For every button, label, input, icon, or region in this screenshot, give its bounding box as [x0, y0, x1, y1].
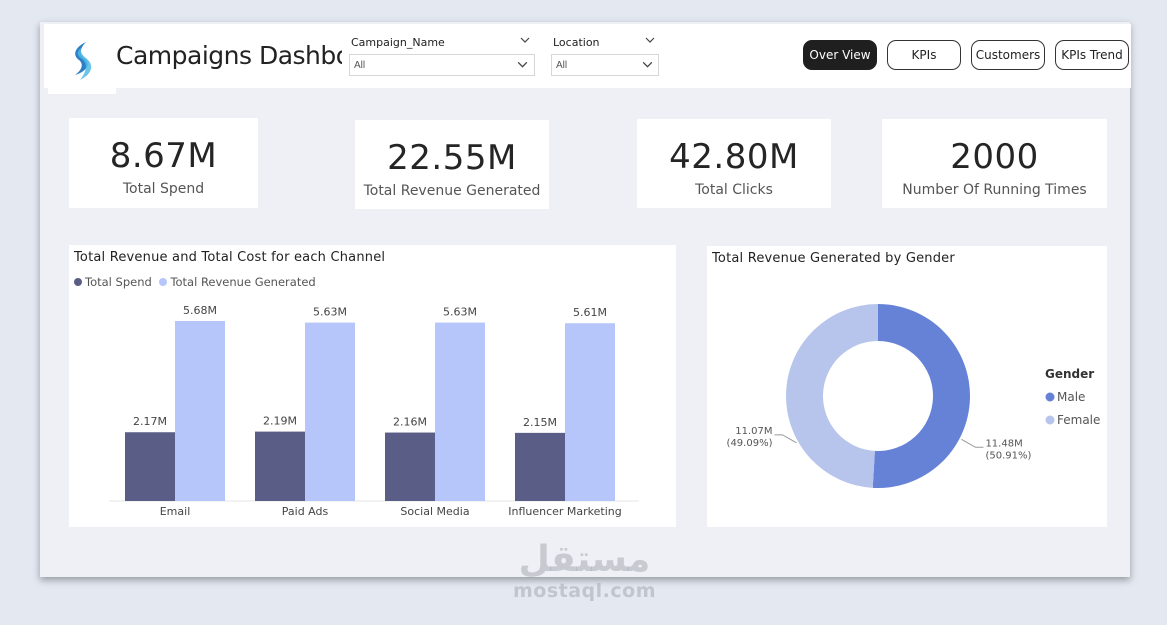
kpi-value: 2000 — [950, 137, 1039, 177]
bar-data-label: 5.61M — [573, 306, 607, 319]
category-label: Email — [160, 505, 191, 518]
watermark: مستقل mostaql.com — [512, 539, 657, 603]
legend-item-male[interactable]: Male — [1057, 390, 1085, 404]
slicer-value: All — [556, 60, 568, 71]
slice-percent-label: (49.09%) — [727, 438, 773, 449]
legend-item-revenue[interactable]: Total Revenue Generated — [159, 275, 316, 289]
bar-data-label: 2.15M — [523, 416, 557, 429]
category-label: Paid Ads — [282, 505, 329, 518]
slicer-label: Campaign_Name — [351, 36, 445, 49]
kpi-card-total-clicks: 42.80M Total Clicks — [637, 119, 831, 208]
bar-revenue[interactable] — [435, 322, 485, 501]
location-slicer[interactable]: Location All — [551, 36, 659, 78]
bar-data-label: 5.63M — [313, 306, 347, 319]
customers-button[interactable]: Customers — [971, 40, 1045, 70]
kpis-button[interactable]: KPIs — [887, 40, 961, 70]
donut-slice-female[interactable] — [785, 304, 878, 488]
legend-label: Total Revenue Generated — [170, 275, 316, 289]
donut-slice-male[interactable] — [872, 304, 970, 488]
donut-chart-panel: Total Revenue Generated by Gender 11.48M… — [707, 246, 1107, 527]
bar-data-label: 2.16M — [393, 416, 427, 429]
kpi-label: Total Revenue Generated — [363, 183, 541, 199]
chevron-down-icon — [642, 61, 653, 68]
bar-revenue[interactable] — [175, 321, 225, 501]
category-label: Influencer Marketing — [508, 505, 622, 518]
legend-dot — [1045, 415, 1055, 425]
legend-item-female[interactable]: Female — [1057, 413, 1100, 427]
dashboard-title: Campaigns Dashboard — [116, 41, 342, 70]
bar-spend[interactable] — [255, 431, 305, 501]
overview-button[interactable]: Over View — [803, 40, 877, 70]
slicer-dropdown[interactable]: All — [551, 54, 659, 76]
slice-value-label: 11.48M — [985, 438, 1022, 449]
watermark-arabic: مستقل — [518, 539, 651, 580]
bar-chart-title: Total Revenue and Total Cost for each Ch… — [74, 250, 386, 265]
kpis-trend-button[interactable]: KPIs Trend — [1055, 40, 1129, 70]
bar-data-label: 5.63M — [443, 306, 477, 319]
slice-value-label: 11.07M — [735, 426, 772, 437]
kpi-label: Total Spend — [122, 181, 205, 197]
bar-data-label: 5.68M — [183, 304, 217, 317]
legend-label: Total Spend — [85, 275, 152, 289]
slicer-value: All — [354, 60, 366, 71]
legend-dot — [159, 278, 168, 286]
kpi-value: 42.80M — [669, 137, 799, 177]
bar-spend[interactable] — [385, 432, 435, 501]
kpi-label: Total Clicks — [695, 182, 773, 198]
slicer-dropdown[interactable]: All — [349, 54, 535, 76]
kpi-card-running-times: 2000 Number Of Running Times — [882, 119, 1107, 208]
donut-chart-title: Total Revenue Generated by Gender — [712, 251, 955, 266]
bar-chart-panel: Total Revenue and Total Cost for each Ch… — [69, 245, 676, 527]
bar-chart-legend: Total Spend Total Revenue Generated — [74, 275, 320, 289]
chevron-down-icon — [517, 61, 528, 68]
bar-spend[interactable] — [125, 432, 175, 501]
donut-chart: 11.48M(50.91%) 11.07M(49.09%) Gender Male Fe… — [727, 304, 1100, 488]
legend-dot — [74, 278, 82, 286]
kpi-value: 22.55M — [387, 138, 517, 178]
leader-line — [961, 438, 984, 448]
bar-data-label: 2.19M — [263, 415, 297, 428]
bar-data-label: 2.17M — [133, 415, 167, 428]
slice-percent-label: (50.91%) — [985, 450, 1031, 461]
chevron-down-icon[interactable] — [644, 34, 656, 46]
chevron-down-icon[interactable] — [519, 34, 531, 46]
legend-title: Gender — [1045, 367, 1094, 381]
kpi-card-total-spend: 8.67M Total Spend — [69, 118, 258, 208]
slicer-label: Location — [553, 36, 600, 49]
bar-revenue[interactable] — [305, 322, 355, 501]
legend-item-spend[interactable]: Total Spend — [74, 275, 152, 289]
brand-logo-icon — [75, 42, 92, 80]
campaign-name-slicer[interactable]: Campaign_Name All — [349, 36, 535, 78]
kpi-label: Number Of Running Times — [902, 182, 1087, 198]
bar-revenue[interactable] — [565, 323, 615, 501]
kpi-card-total-revenue: 22.55M Total Revenue Generated — [355, 120, 549, 209]
leader-line — [774, 434, 797, 444]
bar-chart: 2.17M 5.68M Email 2.19M 5.63M Paid Ads 2.16M 5.… — [109, 304, 639, 518]
category-label: Social Media — [400, 505, 469, 518]
bar-spend[interactable] — [515, 432, 565, 501]
watermark-latin: mostaql.com — [512, 580, 656, 602]
kpi-value: 8.67M — [109, 136, 218, 176]
legend-dot — [1045, 392, 1055, 402]
